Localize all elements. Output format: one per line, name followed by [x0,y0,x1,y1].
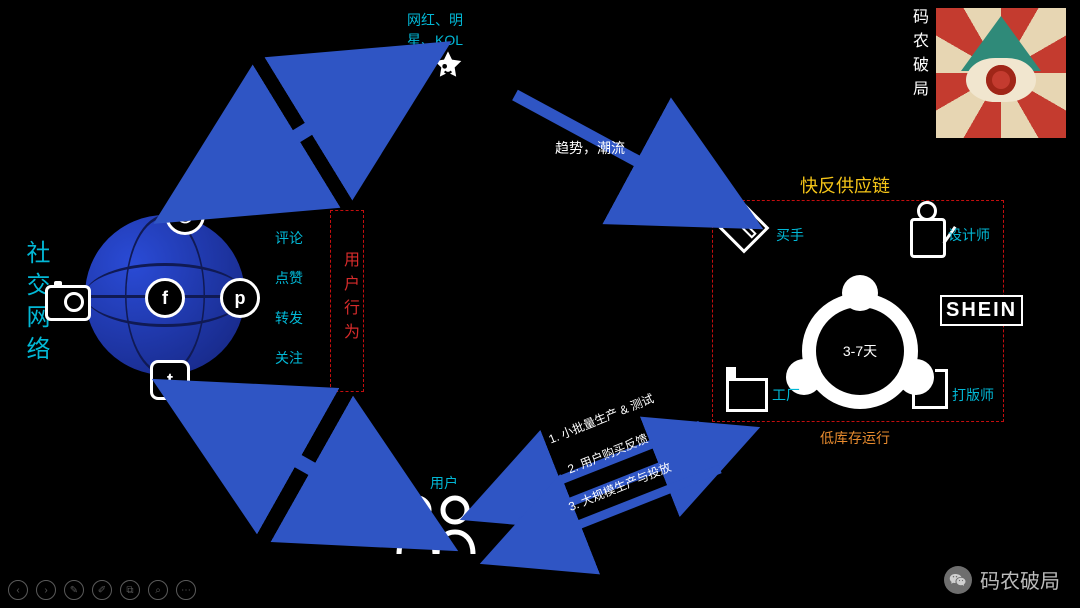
diagram-stage: 码农破局 社交网络 f p t 评论 点赞 转发 关注 用户行为 网红、明星、K… [0,0,1080,608]
pen-icon[interactable]: ✎ [64,580,84,600]
wechat-icon [944,566,972,594]
next-icon[interactable]: › [36,580,56,600]
bottom-toolbar: ‹ › ✎ ✐ ⧉ ⌕ ⋯ [8,580,196,600]
arrow-kol-supply-label: 趋势，潮流 [555,138,625,158]
copy-icon[interactable]: ⧉ [120,580,140,600]
arrow-social-kol [225,85,380,180]
prev-icon[interactable]: ‹ [8,580,28,600]
search-icon[interactable]: ⌕ [148,580,168,600]
watermark-text: 码农破局 [980,565,1060,594]
more-icon[interactable]: ⋯ [176,580,196,600]
watermark: 码农破局 [944,565,1060,594]
arrows-layer [0,0,1080,608]
edit-icon[interactable]: ✐ [92,580,112,600]
arrow-social-users [225,420,385,510]
